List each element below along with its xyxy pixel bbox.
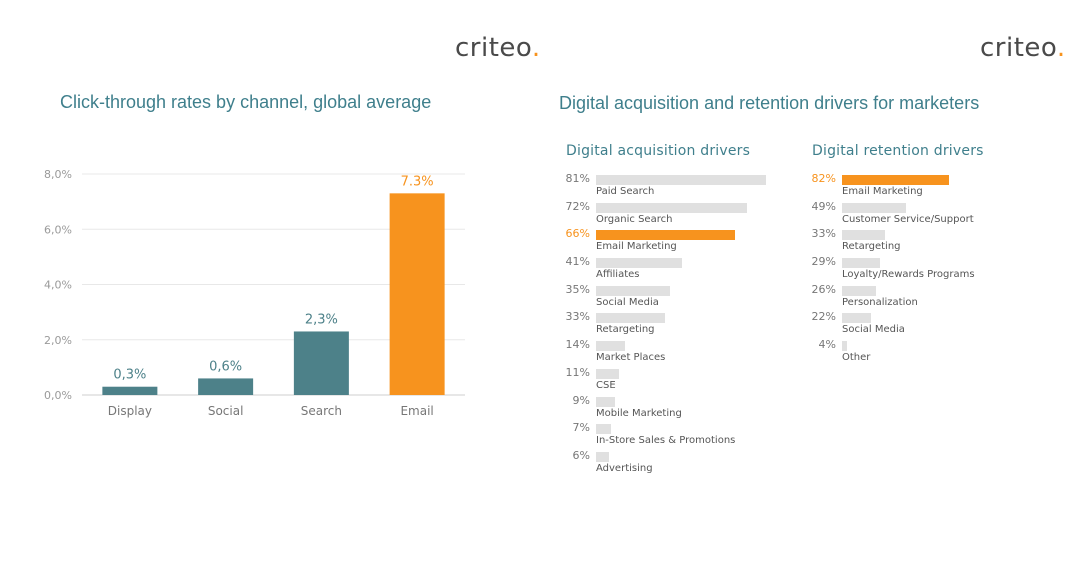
driver-label: CSE xyxy=(596,379,616,391)
y-tick-label: 4,0% xyxy=(44,279,72,292)
driver-value: 9% xyxy=(572,393,590,407)
driver-bar xyxy=(596,424,611,435)
driver-value: 33% xyxy=(565,310,590,324)
driver-value: 49% xyxy=(811,199,836,213)
criteo-logo-left: criteo. xyxy=(455,35,541,61)
logo-text: criteo xyxy=(455,33,532,63)
logo-mark: . xyxy=(1056,33,1066,63)
driver-bar xyxy=(596,451,609,462)
driver-bar xyxy=(596,285,670,296)
driver-bar xyxy=(596,313,666,324)
driver-label: Affiliates xyxy=(596,269,640,281)
bar-social xyxy=(198,378,254,395)
y-tick-label: 6,0% xyxy=(44,223,72,236)
driver-bar xyxy=(842,258,880,269)
driver-label: Social Media xyxy=(842,324,905,336)
driver-bar xyxy=(842,341,848,352)
retention-drivers-title: Digital retention drivers xyxy=(812,143,984,159)
driver-value: 4% xyxy=(818,338,836,352)
driver-value: 66% xyxy=(565,227,590,241)
ctr-bar-chart: 0,0% 2,0% 4,0% 6,0% 8,0% 0,3% Display 0,6% Socia… xyxy=(44,168,465,418)
driver-value: 82% xyxy=(811,172,836,185)
driver-value: 35% xyxy=(565,282,590,296)
driver-label: Retargeting xyxy=(842,241,901,253)
y-tick-label: 0,0% xyxy=(44,389,72,402)
data-label: 0,3% xyxy=(113,368,146,383)
driver-label: Advertising xyxy=(596,462,653,474)
x-tick-label: Email xyxy=(400,404,433,418)
driver-value: 11% xyxy=(565,365,590,379)
driver-value: 22% xyxy=(811,310,836,324)
driver-label: Email Marketing xyxy=(596,241,677,253)
driver-label: Organic Search xyxy=(596,213,673,225)
driver-bar xyxy=(842,175,949,185)
driver-bar xyxy=(842,230,885,241)
driver-label: Other xyxy=(842,352,871,364)
driver-bar xyxy=(596,175,767,185)
driver-label: Market Places xyxy=(596,352,666,364)
bar-display xyxy=(102,386,158,395)
driver-value: 26% xyxy=(811,282,836,296)
driver-label: Paid Search xyxy=(596,186,655,197)
driver-label: Mobile Marketing xyxy=(596,407,682,419)
driver-bar xyxy=(596,341,626,352)
driver-value: 6% xyxy=(572,448,590,462)
bar-email xyxy=(389,193,445,395)
ctr-chart-title: Click-through rates by channel, global a… xyxy=(60,92,432,112)
driver-bar xyxy=(842,313,871,324)
logo-mark: . xyxy=(531,33,541,63)
bar-search xyxy=(293,331,349,395)
driver-label: In-Store Sales & Promotions xyxy=(596,435,736,447)
driver-value: 33% xyxy=(811,227,836,241)
driver-value: 29% xyxy=(811,255,836,269)
x-tick-label: Social xyxy=(208,404,244,418)
driver-label: Social Media xyxy=(596,296,659,308)
data-label: 2,3% xyxy=(305,312,338,327)
criteo-logo-right: criteo. xyxy=(980,35,1066,61)
y-tick-label: 2,0% xyxy=(44,334,72,347)
driver-bar xyxy=(842,202,906,213)
x-tick-label: Display xyxy=(108,404,152,418)
driver-value: 81% xyxy=(565,172,590,185)
acquisition-drivers-title: Digital acquisition drivers xyxy=(566,143,751,159)
driver-label: Loyalty/Rewards Programs xyxy=(842,269,975,281)
drivers-title: Digital acquisition and retention driver… xyxy=(559,93,980,113)
driver-label: Personalization xyxy=(842,296,918,308)
driver-bar xyxy=(596,368,620,379)
y-tick-label: 8,0% xyxy=(44,168,72,181)
driver-bar xyxy=(596,396,615,407)
data-label: 0,6% xyxy=(209,359,242,374)
driver-label: Customer Service/Support xyxy=(842,213,974,225)
driver-value: 72% xyxy=(565,199,590,213)
driver-bar xyxy=(596,230,735,241)
driver-value: 41% xyxy=(565,255,590,269)
driver-bar xyxy=(596,258,683,269)
driver-bar xyxy=(842,285,876,296)
logo-text: criteo xyxy=(980,33,1057,63)
x-tick-label: Search xyxy=(301,404,342,418)
driver-label: Email Marketing xyxy=(842,186,923,197)
data-label: 7.3% xyxy=(401,174,434,189)
driver-value: 14% xyxy=(565,338,590,352)
driver-label: Retargeting xyxy=(596,324,655,336)
driver-bar xyxy=(596,202,748,213)
driver-value: 7% xyxy=(572,421,590,435)
